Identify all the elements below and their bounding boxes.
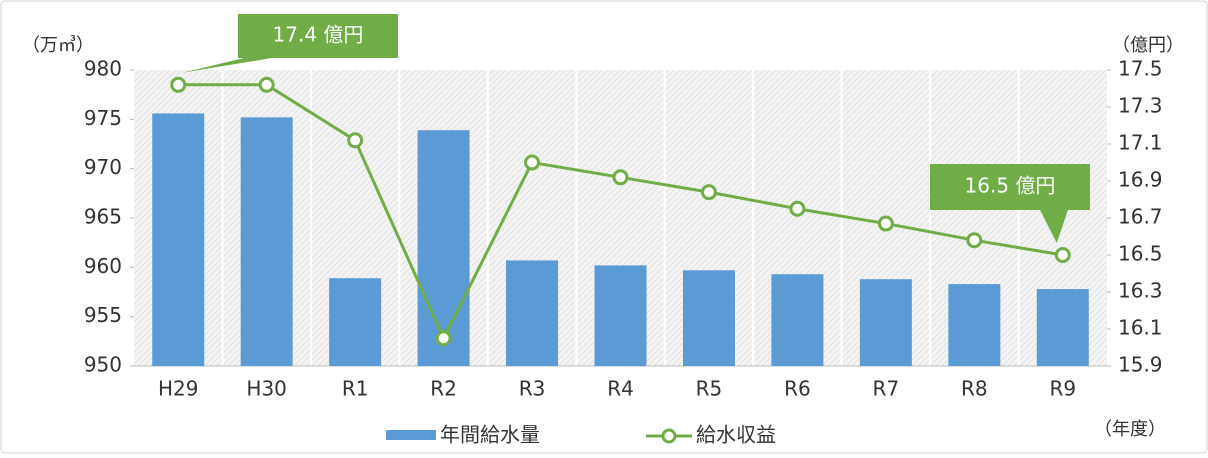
legend-swatch	[386, 430, 436, 440]
line-marker	[347, 132, 364, 149]
bar	[594, 265, 647, 366]
bar	[948, 284, 1001, 366]
y2-tick-label: 16.3	[1118, 279, 1163, 303]
bar	[240, 117, 293, 366]
x-tick-label: R6	[784, 377, 811, 401]
x-tick-label: H29	[158, 377, 199, 401]
callout	[182, 14, 398, 73]
y-tick-label: 955	[84, 303, 122, 327]
legend-marker	[661, 428, 677, 444]
y2-tick-label: 16.1	[1118, 316, 1163, 340]
callout-text: 16.5 億円	[965, 174, 1056, 198]
x-tick-label: R5	[696, 377, 723, 401]
y2-tick-label: 16.5	[1118, 242, 1163, 266]
bar	[1036, 289, 1089, 366]
y2-tick-label: 17.1	[1118, 131, 1163, 155]
x-tick-label: R2	[430, 377, 457, 401]
bar	[771, 274, 824, 366]
y-tick-label: 965	[84, 205, 122, 229]
x-tick-label: R9	[1049, 377, 1076, 401]
x-tick-label: R4	[607, 377, 634, 401]
y2-tick-label: 17.3	[1118, 94, 1163, 118]
bar	[417, 130, 470, 366]
legend-label: 給水収益	[696, 423, 776, 447]
bar	[859, 279, 912, 366]
y2-tick-label: 16.7	[1118, 205, 1163, 229]
line-marker	[700, 184, 717, 201]
line-marker	[435, 330, 452, 347]
line-marker	[1054, 247, 1071, 263]
bar	[152, 113, 205, 366]
bar	[506, 260, 559, 366]
line-marker	[966, 232, 983, 249]
line-marker	[170, 76, 187, 93]
y-tick-label: 975	[84, 106, 122, 130]
line-marker	[612, 169, 629, 186]
line-marker	[877, 215, 894, 232]
x-tick-label: R7	[873, 377, 900, 401]
x-tick-label: R8	[961, 377, 988, 401]
y2-tick-label: 16.9	[1118, 168, 1163, 192]
y-tick-label: 960	[84, 254, 122, 278]
x-tick-label: H30	[246, 377, 287, 401]
line-marker	[524, 154, 541, 171]
y-axis-label: （万㎥）	[22, 35, 94, 56]
bar	[682, 270, 735, 366]
x-tick-label: R1	[342, 377, 369, 401]
callout-text: 17.4 億円	[273, 23, 364, 47]
line-marker	[789, 200, 806, 217]
y-tick-label: 950	[84, 353, 122, 377]
line-marker	[258, 76, 275, 93]
y-tick-label: 970	[84, 155, 122, 179]
bar	[329, 278, 382, 366]
legend-label: 年間給水量	[440, 423, 540, 447]
y2-tick-label: 17.5	[1118, 57, 1163, 81]
y2-tick-label: 15.9	[1118, 353, 1163, 377]
y2-axis-label: （億円）	[1112, 35, 1184, 56]
callout	[930, 164, 1090, 243]
x-axis-label: （年度）	[1094, 419, 1166, 440]
x-tick-label: R3	[519, 377, 546, 401]
y-tick-label: 980	[84, 57, 122, 81]
